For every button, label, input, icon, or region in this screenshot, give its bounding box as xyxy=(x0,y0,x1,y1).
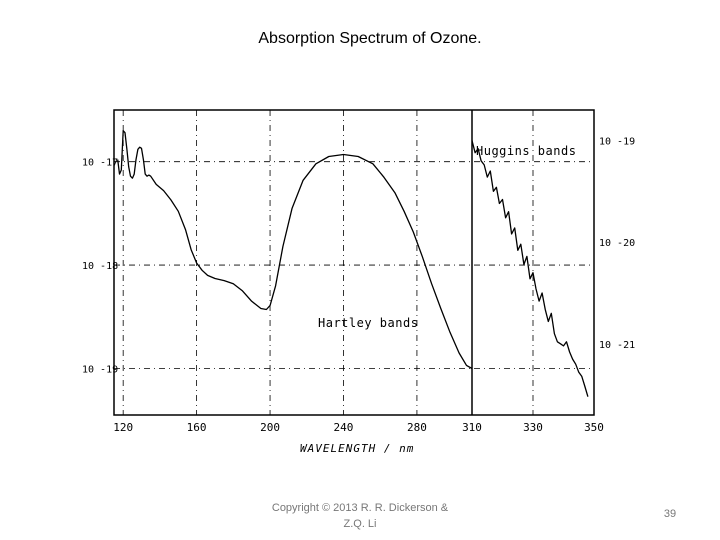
tick-labels: 120 160 200 240 280 310 330 350 10 -17 10 -18 10 -… xyxy=(82,137,635,435)
x-tick-label: 160 xyxy=(187,421,207,434)
x-tick-label: 330 xyxy=(523,421,543,434)
y-tick-label-left: 10 -19 xyxy=(82,364,118,375)
x-tick-label: 280 xyxy=(407,421,427,434)
copyright-line-1: Copyright © 2013 R. R. Dickerson & xyxy=(271,502,449,514)
copyright-line-2: Z.Q. Li xyxy=(343,518,377,530)
page-number: 39 xyxy=(663,508,677,520)
y-tick-label-right: 10 -19 xyxy=(599,137,635,148)
y-tick-label-left: 10 -17 xyxy=(82,158,118,169)
x-tick-label: 310 xyxy=(462,421,482,434)
x-axis-label: WAVELENGTH / nm xyxy=(300,442,414,455)
data-series xyxy=(117,130,589,397)
huggins-absorption-curve xyxy=(471,140,589,397)
x-tick-label: 120 xyxy=(113,421,133,434)
copyright-notice: Copyright © 2013 R. R. Dickerson & Z.Q. … xyxy=(230,500,490,532)
annotation-hartley-bands: Hartley bands xyxy=(318,316,418,330)
annotation-huggins-bands: Huggins bands xyxy=(476,144,576,158)
slide-title: Absorption Spectrum of Ozone. xyxy=(258,30,482,47)
y-tick-label-right: 10 -21 xyxy=(599,340,635,351)
x-tick-label: 240 xyxy=(334,421,354,434)
x-tick-label: 200 xyxy=(260,421,280,434)
y-tick-label-right: 10 -20 xyxy=(599,238,635,249)
x-tick-label: 350 xyxy=(584,421,604,434)
y-tick-label-left: 10 -18 xyxy=(82,261,118,272)
hartley-absorption-curve xyxy=(117,130,473,370)
